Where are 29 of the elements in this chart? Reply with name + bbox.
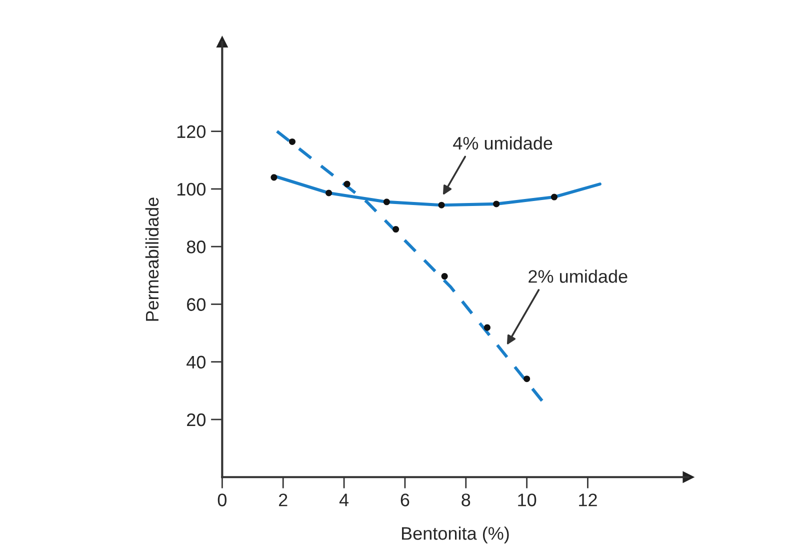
point <box>383 198 390 206</box>
annotation: 4% umidade <box>453 136 552 150</box>
x-tick-label: 10 <box>518 494 536 506</box>
x-tick-label: 6 <box>400 494 410 506</box>
point <box>288 138 296 145</box>
y-tick-label: 120 <box>177 125 206 138</box>
point <box>326 190 332 196</box>
point <box>441 273 448 280</box>
point <box>392 226 400 233</box>
point <box>484 324 490 331</box>
y-tick-label: 80 <box>186 240 206 254</box>
x-tick-label: 0 <box>218 494 226 506</box>
y-tick-label: 60 <box>187 298 206 311</box>
x-tick-label: 12 <box>579 494 597 506</box>
x-tick-label: 4 <box>339 494 349 506</box>
x-axis-title: Bentonita (%) <box>402 526 509 544</box>
point <box>493 200 500 208</box>
y-tick-label: 20 <box>187 413 206 426</box>
annotation: 2% umidade <box>528 270 628 283</box>
y-tick-label: 40 <box>186 356 206 369</box>
x-tick-label: 2 <box>278 494 288 506</box>
point <box>524 376 530 382</box>
y-tick-label: 100 <box>177 182 206 196</box>
point <box>438 202 445 208</box>
point <box>270 174 278 181</box>
point <box>550 194 558 200</box>
point <box>344 180 350 188</box>
x-tick-label: 8 <box>462 494 470 506</box>
y-axis-title: Permeabilidade <box>145 198 159 321</box>
